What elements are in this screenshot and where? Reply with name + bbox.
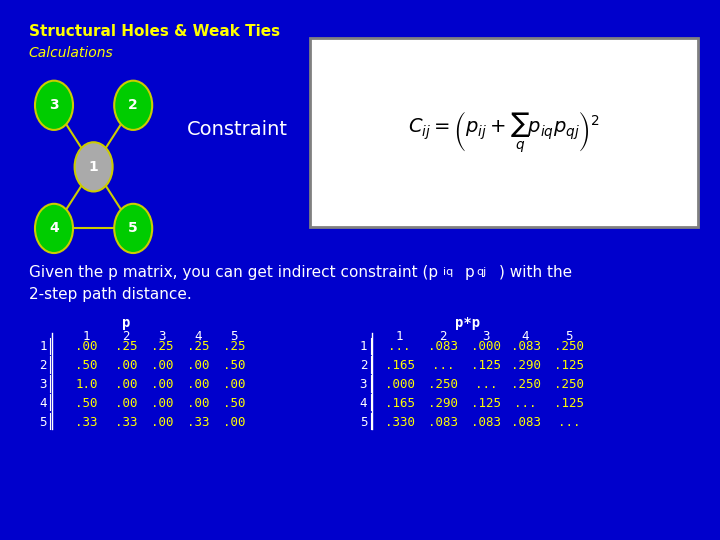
Text: .000: .000 <box>384 378 415 391</box>
Circle shape <box>114 204 152 253</box>
Text: .25: .25 <box>186 340 210 353</box>
Text: .00: .00 <box>150 397 174 410</box>
Text: 2: 2 <box>122 330 130 343</box>
Text: 5: 5 <box>230 330 238 343</box>
Text: 1.0: 1.0 <box>75 378 98 391</box>
Text: .25: .25 <box>114 340 138 353</box>
Text: .00: .00 <box>114 378 138 391</box>
Text: 2: 2 <box>40 359 47 372</box>
Text: .00: .00 <box>186 378 210 391</box>
Circle shape <box>114 80 152 130</box>
Text: .50: .50 <box>222 397 246 410</box>
Text: 2: 2 <box>360 359 367 372</box>
Text: 5: 5 <box>128 221 138 235</box>
Text: 2-step path distance.: 2-step path distance. <box>29 287 192 302</box>
Text: .00: .00 <box>222 378 246 391</box>
Text: ) with the: ) with the <box>499 265 572 280</box>
Text: .000: .000 <box>471 340 501 353</box>
Text: .290: .290 <box>428 397 458 410</box>
Text: 1: 1 <box>89 160 99 174</box>
Text: .125: .125 <box>471 397 501 410</box>
Circle shape <box>75 142 112 192</box>
Text: .125: .125 <box>471 359 501 372</box>
FancyBboxPatch shape <box>310 38 698 227</box>
Text: iq: iq <box>443 267 453 278</box>
Text: 1: 1 <box>83 330 90 343</box>
Text: 4: 4 <box>40 397 47 410</box>
Text: 4: 4 <box>360 397 367 410</box>
Text: .50: .50 <box>222 359 246 372</box>
Text: 5: 5 <box>565 330 572 343</box>
Text: .125: .125 <box>554 359 584 372</box>
Text: 2: 2 <box>439 330 446 343</box>
Text: 4: 4 <box>522 330 529 343</box>
Text: .50: .50 <box>75 397 98 410</box>
Text: .00: .00 <box>114 359 138 372</box>
Text: ...: ... <box>388 340 411 353</box>
Text: Calculations: Calculations <box>29 46 114 60</box>
Text: 5: 5 <box>40 416 47 429</box>
Text: .165: .165 <box>384 359 415 372</box>
Text: .00: .00 <box>75 340 98 353</box>
Text: p: p <box>122 316 130 330</box>
Text: .00: .00 <box>186 397 210 410</box>
Text: .083: .083 <box>471 416 501 429</box>
Text: ...: ... <box>431 359 454 372</box>
Text: .25: .25 <box>222 340 246 353</box>
Text: .33: .33 <box>114 416 138 429</box>
Text: 3: 3 <box>360 378 367 391</box>
Text: .083: .083 <box>428 340 458 353</box>
Text: Structural Holes & Weak Ties: Structural Holes & Weak Ties <box>29 24 280 39</box>
Text: 2: 2 <box>128 98 138 112</box>
Text: .25: .25 <box>150 340 174 353</box>
Text: p*p: p*p <box>456 316 480 330</box>
Text: .00: .00 <box>150 378 174 391</box>
Text: .00: .00 <box>114 397 138 410</box>
Text: .250: .250 <box>510 378 541 391</box>
Text: Constraint: Constraint <box>187 120 288 139</box>
Text: qj: qj <box>477 267 487 278</box>
Text: .00: .00 <box>222 416 246 429</box>
Text: .33: .33 <box>75 416 98 429</box>
Text: .330: .330 <box>384 416 415 429</box>
Text: 3: 3 <box>40 378 47 391</box>
Text: .250: .250 <box>554 340 584 353</box>
Text: Given the p matrix, you can get indirect constraint (p: Given the p matrix, you can get indirect… <box>29 265 438 280</box>
Text: p: p <box>464 265 474 280</box>
Text: 1: 1 <box>360 340 367 353</box>
Text: 3: 3 <box>158 330 166 343</box>
Text: .50: .50 <box>75 359 98 372</box>
Text: 1: 1 <box>396 330 403 343</box>
Text: .083: .083 <box>510 340 541 353</box>
Circle shape <box>35 204 73 253</box>
Text: .125: .125 <box>554 397 584 410</box>
Text: .083: .083 <box>510 416 541 429</box>
Text: 3: 3 <box>482 330 490 343</box>
Text: .00: .00 <box>150 416 174 429</box>
Text: $C_{ij} = \left( p_{ij} + \sum_{q} p_{iq} p_{qj} \right)^2$: $C_{ij} = \left( p_{ij} + \sum_{q} p_{iq… <box>408 110 600 155</box>
Text: .165: .165 <box>384 397 415 410</box>
Text: 5: 5 <box>360 416 367 429</box>
Circle shape <box>35 80 73 130</box>
Text: ...: ... <box>514 397 537 410</box>
Text: ...: ... <box>474 378 498 391</box>
Text: .250: .250 <box>554 378 584 391</box>
Text: 3: 3 <box>49 98 59 112</box>
Text: 1: 1 <box>40 340 47 353</box>
Text: 4: 4 <box>194 330 202 343</box>
Text: ...: ... <box>557 416 580 429</box>
Text: .290: .290 <box>510 359 541 372</box>
Text: .083: .083 <box>428 416 458 429</box>
Text: .33: .33 <box>186 416 210 429</box>
Text: .00: .00 <box>186 359 210 372</box>
Text: .250: .250 <box>428 378 458 391</box>
Text: .00: .00 <box>150 359 174 372</box>
Text: 4: 4 <box>49 221 59 235</box>
